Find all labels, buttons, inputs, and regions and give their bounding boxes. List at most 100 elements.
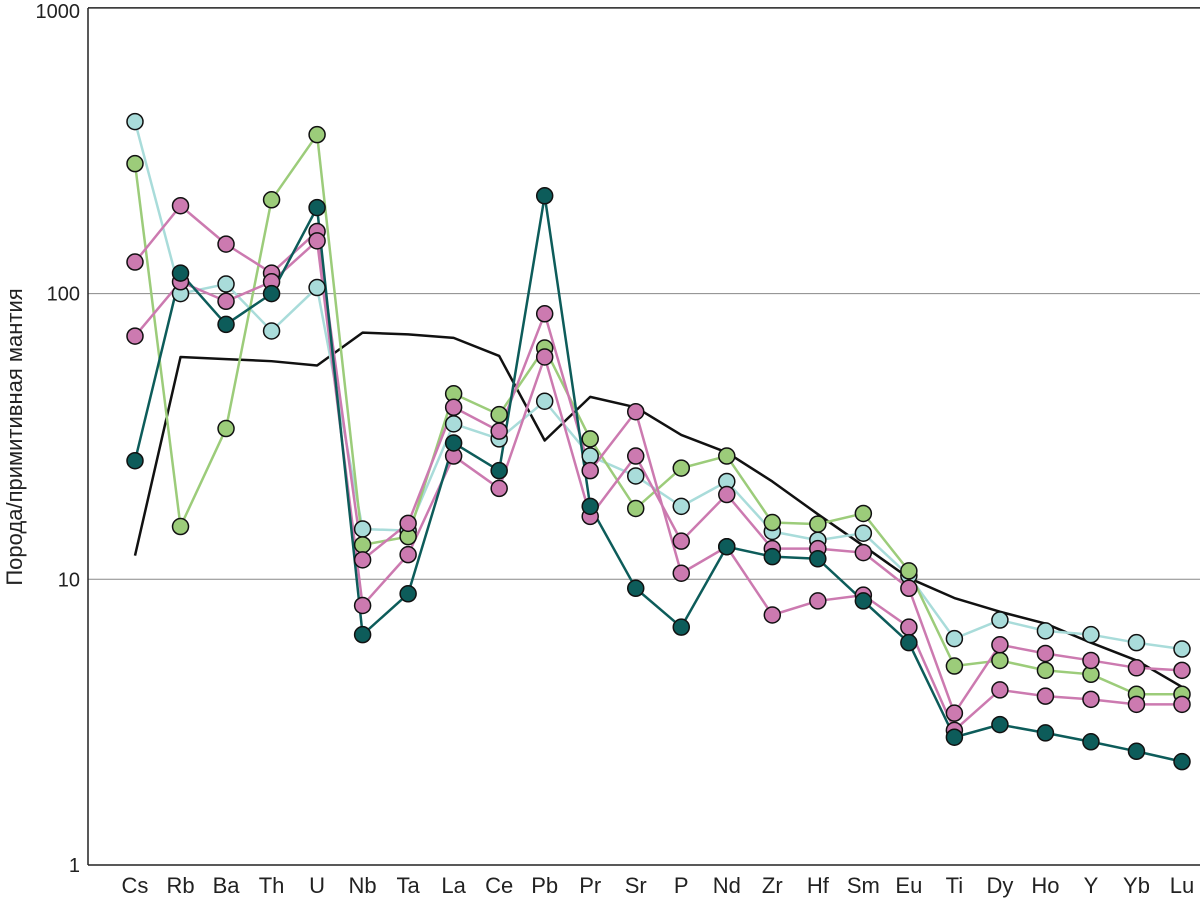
series-line: [133, 121, 1183, 651]
data-point-U: [308, 278, 326, 297]
data-point-Lu: [1173, 661, 1191, 680]
x-tick-label: Sm: [847, 873, 880, 898]
y-tick-label: 100: [47, 284, 80, 306]
series-sample-pink-a: [134, 204, 1182, 732]
x-tick-label: Cs: [122, 873, 149, 898]
data-point-Pr: [581, 447, 599, 465]
data-point-Nb: [353, 551, 372, 569]
data-point-Pb: [535, 305, 554, 323]
data-point-Nd: [718, 485, 736, 504]
data-point-P: [672, 564, 691, 582]
data-point-Sm: [854, 524, 873, 542]
data-point-Th: [262, 284, 281, 303]
data-point-Dy: [991, 681, 1009, 699]
x-tick-label: Ce: [485, 873, 513, 898]
data-point-Ce: [490, 405, 508, 424]
data-point-Sr: [626, 402, 645, 421]
series-line: [133, 331, 1183, 689]
data-point-P: [672, 459, 691, 477]
data-point-Sr: [626, 467, 645, 485]
data-point-Dy: [991, 651, 1009, 670]
data-point-Ta: [399, 585, 417, 603]
data-point-U: [308, 198, 326, 217]
data-point-Th: [262, 322, 281, 340]
x-tick-label: Rb: [166, 873, 194, 898]
data-point-La: [444, 434, 463, 452]
markers-sample-green: [126, 125, 1191, 703]
data-point-Nb: [353, 596, 372, 615]
data-point-Rb: [171, 517, 190, 536]
data-point-Ti: [945, 704, 964, 722]
data-point-Yb: [1127, 633, 1146, 652]
data-point-Dy: [991, 611, 1009, 629]
data-point-Ti: [945, 657, 964, 675]
x-tick-label: Eu: [895, 873, 922, 898]
data-point-Lu: [1173, 695, 1191, 714]
data-point-Ce: [490, 422, 508, 440]
x-tick-label: Nd: [713, 873, 741, 898]
data-point-Ce: [490, 461, 508, 480]
data-point-Hf: [809, 515, 827, 533]
data-point-Ba: [217, 419, 235, 438]
y-tick-labels: 1 10 100 1000: [36, 1, 81, 877]
x-tick-label: Zr: [762, 873, 783, 898]
data-point-La: [444, 415, 463, 433]
data-point-P: [672, 618, 691, 636]
data-point-Ho: [1036, 622, 1055, 640]
data-point-Pb: [535, 187, 554, 205]
markers-sample-pink-a: [126, 196, 1191, 740]
data-point-Sr: [626, 499, 645, 518]
data-point-Sm: [854, 592, 873, 610]
x-tick-label: Ba: [213, 873, 241, 898]
data-point-Eu: [900, 618, 918, 636]
data-point-Ho: [1036, 687, 1055, 705]
data-point-Cs: [126, 154, 144, 173]
data-point-Ba: [217, 275, 235, 293]
markers-sample-pink-b: [126, 232, 1191, 722]
series-group: [126, 112, 1191, 771]
data-point-Ta: [399, 514, 417, 533]
data-point-Y: [1082, 690, 1100, 709]
data-point-Ho: [1036, 661, 1055, 680]
data-point-Lu: [1173, 640, 1191, 658]
x-tick-label: U: [309, 873, 325, 898]
data-point-Zr: [763, 547, 782, 566]
markers-sample-light-cyan: [126, 112, 1191, 658]
series-sample-green: [133, 133, 1182, 696]
data-point-Ta: [399, 545, 417, 564]
data-point-Sm: [854, 504, 873, 523]
data-point-Cs: [126, 451, 144, 470]
data-point-Yb: [1127, 695, 1146, 714]
data-point-Ti: [945, 629, 964, 648]
markers-sample-dark-teal: [126, 187, 1191, 771]
data-point-Eu: [900, 579, 918, 598]
data-point-Rb: [171, 196, 190, 215]
data-point-Eu: [900, 633, 918, 652]
data-point-Ba: [217, 235, 235, 253]
data-point-Ti: [945, 728, 964, 746]
data-point-U: [308, 232, 326, 250]
x-tick-label: Ti: [946, 873, 964, 898]
data-point-Pr: [581, 461, 599, 480]
data-point-Yb: [1127, 742, 1146, 761]
data-point-Y: [1082, 625, 1100, 644]
series-sample-light-cyan: [133, 121, 1183, 651]
x-tick-label: Nb: [349, 873, 377, 898]
data-point-Pr: [581, 497, 599, 516]
data-point-P: [672, 497, 691, 516]
x-tick-label: Lu: [1170, 873, 1194, 898]
data-point-Nb: [353, 520, 372, 538]
data-point-Hf: [809, 592, 827, 610]
x-tick-label: P: [674, 873, 689, 898]
y-tick-label: 1000: [36, 1, 81, 23]
data-point-Lu: [1173, 752, 1191, 771]
x-tick-labels: Cs Rb Ba Th U Nb Ta La Ce Pb Pr Sr P Nd Zr Hf Sm Eu Ti Dy Ho…: [122, 873, 1195, 898]
data-point-U: [308, 125, 326, 144]
series-line: [133, 194, 1183, 763]
data-point-Sm: [854, 543, 873, 562]
y-axis-label: Порода/примитивная мантия: [2, 288, 27, 585]
data-point-Dy: [991, 715, 1009, 734]
data-point-Sr: [626, 579, 645, 598]
series-line: [133, 133, 1182, 696]
data-point-Pb: [535, 392, 554, 410]
